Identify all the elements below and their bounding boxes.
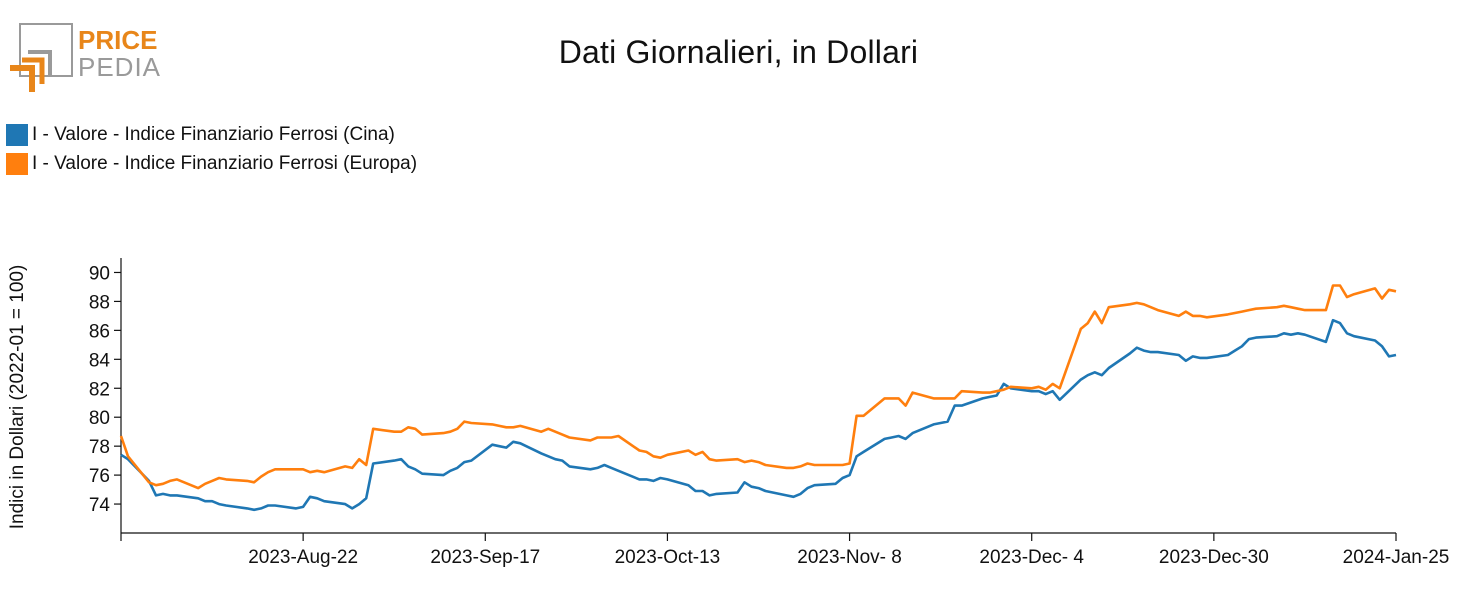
logo-word-price: PRICE [78,25,157,55]
pricepedia-logo: PRICE PEDIA [10,23,161,92]
logo-square-outline [19,23,73,77]
logo-word-pedia: PEDIA [78,52,161,82]
x-axis: 2023-Aug-22 2023-Sep-17 2023-Oct-13 2023-No… [120,532,1450,568]
y-tick-label: 76 [89,466,110,487]
x-tick-label: 2023-Aug-22 [248,547,358,568]
logo-corner-orange-1 [10,65,35,92]
y-tick-label: 80 [89,408,110,429]
legend-label-cina: I - Valore - Indice Finanziario Ferrosi … [32,123,395,145]
logo-corner-orange-2 [22,57,45,84]
x-tick-label: 2023-Sep-17 [430,547,540,568]
y-tick-label: 90 [89,263,110,284]
legend-swatch-cina [6,123,28,146]
x-tick-label: 2023-Nov- 8 [797,547,902,568]
legend: I - Valore - Indice Finanziario Ferrosi … [6,120,417,178]
legend-item-cina[interactable]: I - Valore - Indice Finanziario Ferrosi … [6,120,417,149]
legend-swatch-europa [6,152,28,175]
x-tick-label: 2023-Dec- 4 [979,547,1084,568]
y-axis-label: Indici in Dollari (2022-01 = 100) [7,265,28,530]
chart-title: Dati Giornalieri, in Dollari [558,34,919,70]
series-line-europa [119,284,1397,490]
legend-label-europa: I - Valore - Indice Finanziario Ferrosi … [32,152,418,174]
x-tick-label: 2023-Dec-30 [1159,547,1269,568]
y-tick-label: 74 [89,495,111,516]
y-tick-label: 86 [89,321,110,342]
x-tick-label: 2023-Oct-13 [615,547,721,568]
y-axis: 74 76 78 80 82 84 86 88 90 [89,258,122,533]
y-tick-label: 84 [89,350,111,371]
y-tick-label: 82 [89,379,110,400]
series-layer [119,284,1397,512]
legend-item-europa[interactable]: I - Valore - Indice Finanziario Ferrosi … [6,149,417,178]
y-tick-label: 88 [89,292,110,313]
series-line-cina [120,318,1397,512]
logo-corner-gray [28,50,52,76]
x-tick-label: 2024-Jan-25 [1343,547,1450,568]
y-tick-label: 78 [89,437,110,458]
